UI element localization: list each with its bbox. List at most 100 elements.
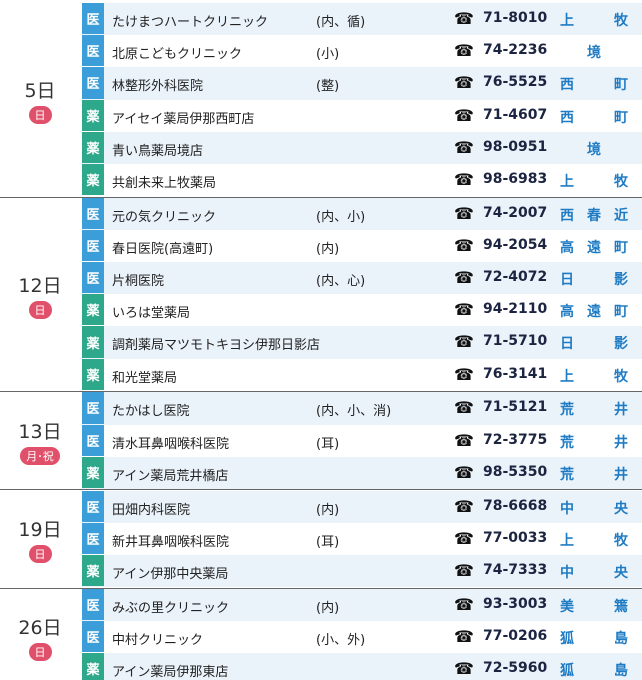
phone-number: 72-4072: [483, 269, 548, 286]
day-badge: 日: [28, 105, 52, 124]
phone-number: 71-4607: [483, 106, 548, 123]
specialty: (内、心): [316, 274, 366, 290]
facility-name: 田畑内科医院: [112, 502, 191, 518]
phone-number: 74-7333: [483, 561, 548, 578]
phone-icon: ☎: [454, 170, 474, 189]
phone-icon: ☎: [454, 41, 474, 61]
facility-row: 医元の気クリニック (内、小) ☎ 74-2007 西春近: [82, 197, 642, 230]
area: 境: [587, 141, 601, 158]
type-badge: 薬: [82, 99, 104, 131]
facility-name: 調剤薬局マツモトキヨシ伊那日影店: [112, 338, 321, 354]
facility-name: いろは堂薬局: [112, 306, 191, 322]
facility-name: 清水耳鼻咽喉科医院: [112, 436, 230, 452]
facility-row: 薬調剤薬局マツモトキヨシ伊那日影店 ☎ 71-5710 日影: [82, 326, 642, 359]
facility-row: 医新井耳鼻咽喉科医院 (耳) ☎ 77-0033 上牧: [82, 522, 642, 555]
facility-name: たかはし医院: [112, 404, 190, 420]
phone-icon: ☎: [454, 430, 474, 450]
day-badge: 日: [28, 643, 52, 662]
type-badge: 医: [82, 620, 104, 652]
phone-number: 93-3003: [483, 595, 548, 612]
facility-name: アイン伊那中央薬局: [112, 566, 229, 582]
phone-number: 98-0951: [483, 138, 548, 155]
area: 西町: [560, 77, 628, 94]
type-badge: 医: [82, 262, 104, 294]
specialty: (内、小): [316, 209, 366, 225]
date: 5日: [24, 79, 56, 102]
phone-icon: ☎: [454, 626, 474, 646]
type-badge: 薬: [82, 326, 104, 358]
facility-name: 元の気クリニック: [112, 209, 217, 225]
facility-name: たけまつハートクリニック: [112, 15, 269, 30]
date: 19日: [18, 519, 62, 542]
specialty: (内): [316, 600, 340, 616]
type-badge: 薬: [82, 358, 104, 390]
facility-name: アイン薬局荒井橋店: [112, 468, 229, 484]
specialty: (内、循): [316, 15, 366, 30]
facility-name: 中村クリニック: [112, 632, 204, 648]
specialty: (耳): [316, 534, 340, 550]
date-group: 19日日医田畑内科医院 (内) ☎ 78-6668 中央 医新井耳鼻咽喉科医院 (耳) ☎ 77…: [0, 490, 642, 589]
specialty: (耳): [316, 436, 340, 452]
area: 境: [587, 45, 601, 62]
day-badge: 月･祝: [20, 446, 60, 465]
phone-icon: ☎: [454, 105, 474, 125]
date-cell: 19日日: [0, 491, 80, 588]
facility-name: 林整形外科医院: [112, 79, 204, 95]
facility-row: 医みぶの里クリニック (内) ☎ 93-3003 美篶: [82, 588, 642, 621]
type-badge: 医: [82, 588, 104, 620]
facility-name: 共創未来上牧薬局: [112, 176, 217, 191]
phone-number: 98-6983: [483, 171, 548, 187]
type-badge: 医: [82, 197, 104, 229]
facility-name: アイン薬局伊那東店: [112, 664, 229, 680]
type-badge: 薬: [82, 554, 104, 587]
date-cell: 12日日: [0, 198, 80, 392]
phone-number: 76-3141: [483, 365, 548, 382]
area: 高遠町: [560, 239, 628, 256]
type-badge: 医: [82, 424, 104, 456]
phone-icon: ☎: [454, 300, 474, 320]
phone-icon: ☎: [454, 560, 474, 580]
area: 中央: [560, 564, 628, 581]
area: 上牧: [560, 532, 628, 549]
area: 狐島: [560, 630, 628, 647]
phone-icon: ☎: [454, 528, 474, 548]
phone-icon: ☎: [454, 398, 474, 418]
phone-icon: ☎: [454, 364, 474, 384]
area: 上牧: [560, 13, 628, 29]
date: 26日: [18, 617, 62, 640]
phone-icon: ☎: [454, 594, 474, 614]
date-cell: 13日 月･祝: [0, 392, 80, 489]
phone-icon: ☎: [454, 496, 474, 516]
specialty: (内): [316, 502, 340, 518]
phone-number: 78-6668: [483, 497, 548, 514]
area: 美篶: [560, 598, 628, 615]
type-badge: 医: [82, 392, 104, 424]
specialty: (整): [316, 79, 340, 95]
facility-name: 青い鳥薬局境店: [112, 143, 204, 159]
facility-row: 薬アイン薬局荒井橋店 ☎ 98-5350 荒井: [82, 456, 642, 489]
phone-number: 72-3775: [483, 431, 548, 448]
area: 西町: [560, 109, 628, 126]
type-badge: 医: [82, 522, 104, 554]
facility-name: 春日医院(高遠町): [112, 241, 214, 257]
area: 日影: [560, 336, 628, 353]
phone-icon: ☎: [454, 235, 474, 255]
phone-number: 71-5121: [483, 399, 548, 416]
facility-row: 医林整形外科医院 (整) ☎ 76-5525 西町: [82, 67, 642, 100]
facility-row: 医中村クリニック (小、外) ☎ 77-0206 狐島: [82, 620, 642, 653]
facility-name: 新井耳鼻咽喉科医院: [112, 534, 230, 550]
area: 荒井: [560, 466, 628, 483]
phone-number: 77-0033: [483, 529, 548, 546]
phone-number: 94-2054: [483, 236, 548, 253]
facility-name: 和光堂薬局: [112, 370, 178, 386]
facility-row: 医田畑内科医院 (内) ☎ 78-6668 中央: [82, 490, 642, 523]
facility-row: 医片桐医院 (内、心) ☎ 72-4072 日影: [82, 262, 642, 295]
specialty: (小): [316, 47, 340, 63]
facility-row: 薬アイセイ薬局伊那西町店 ☎ 71-4607 西町: [82, 99, 642, 132]
date-group: 26日日医みぶの里クリニック (内) ☎ 93-3003 美篶医中村クリニック (小、外)…: [0, 588, 642, 680]
type-badge: 医: [82, 67, 104, 99]
area: 上牧: [560, 174, 628, 190]
type-badge: 薬: [82, 456, 104, 488]
area: 上牧: [560, 368, 628, 385]
